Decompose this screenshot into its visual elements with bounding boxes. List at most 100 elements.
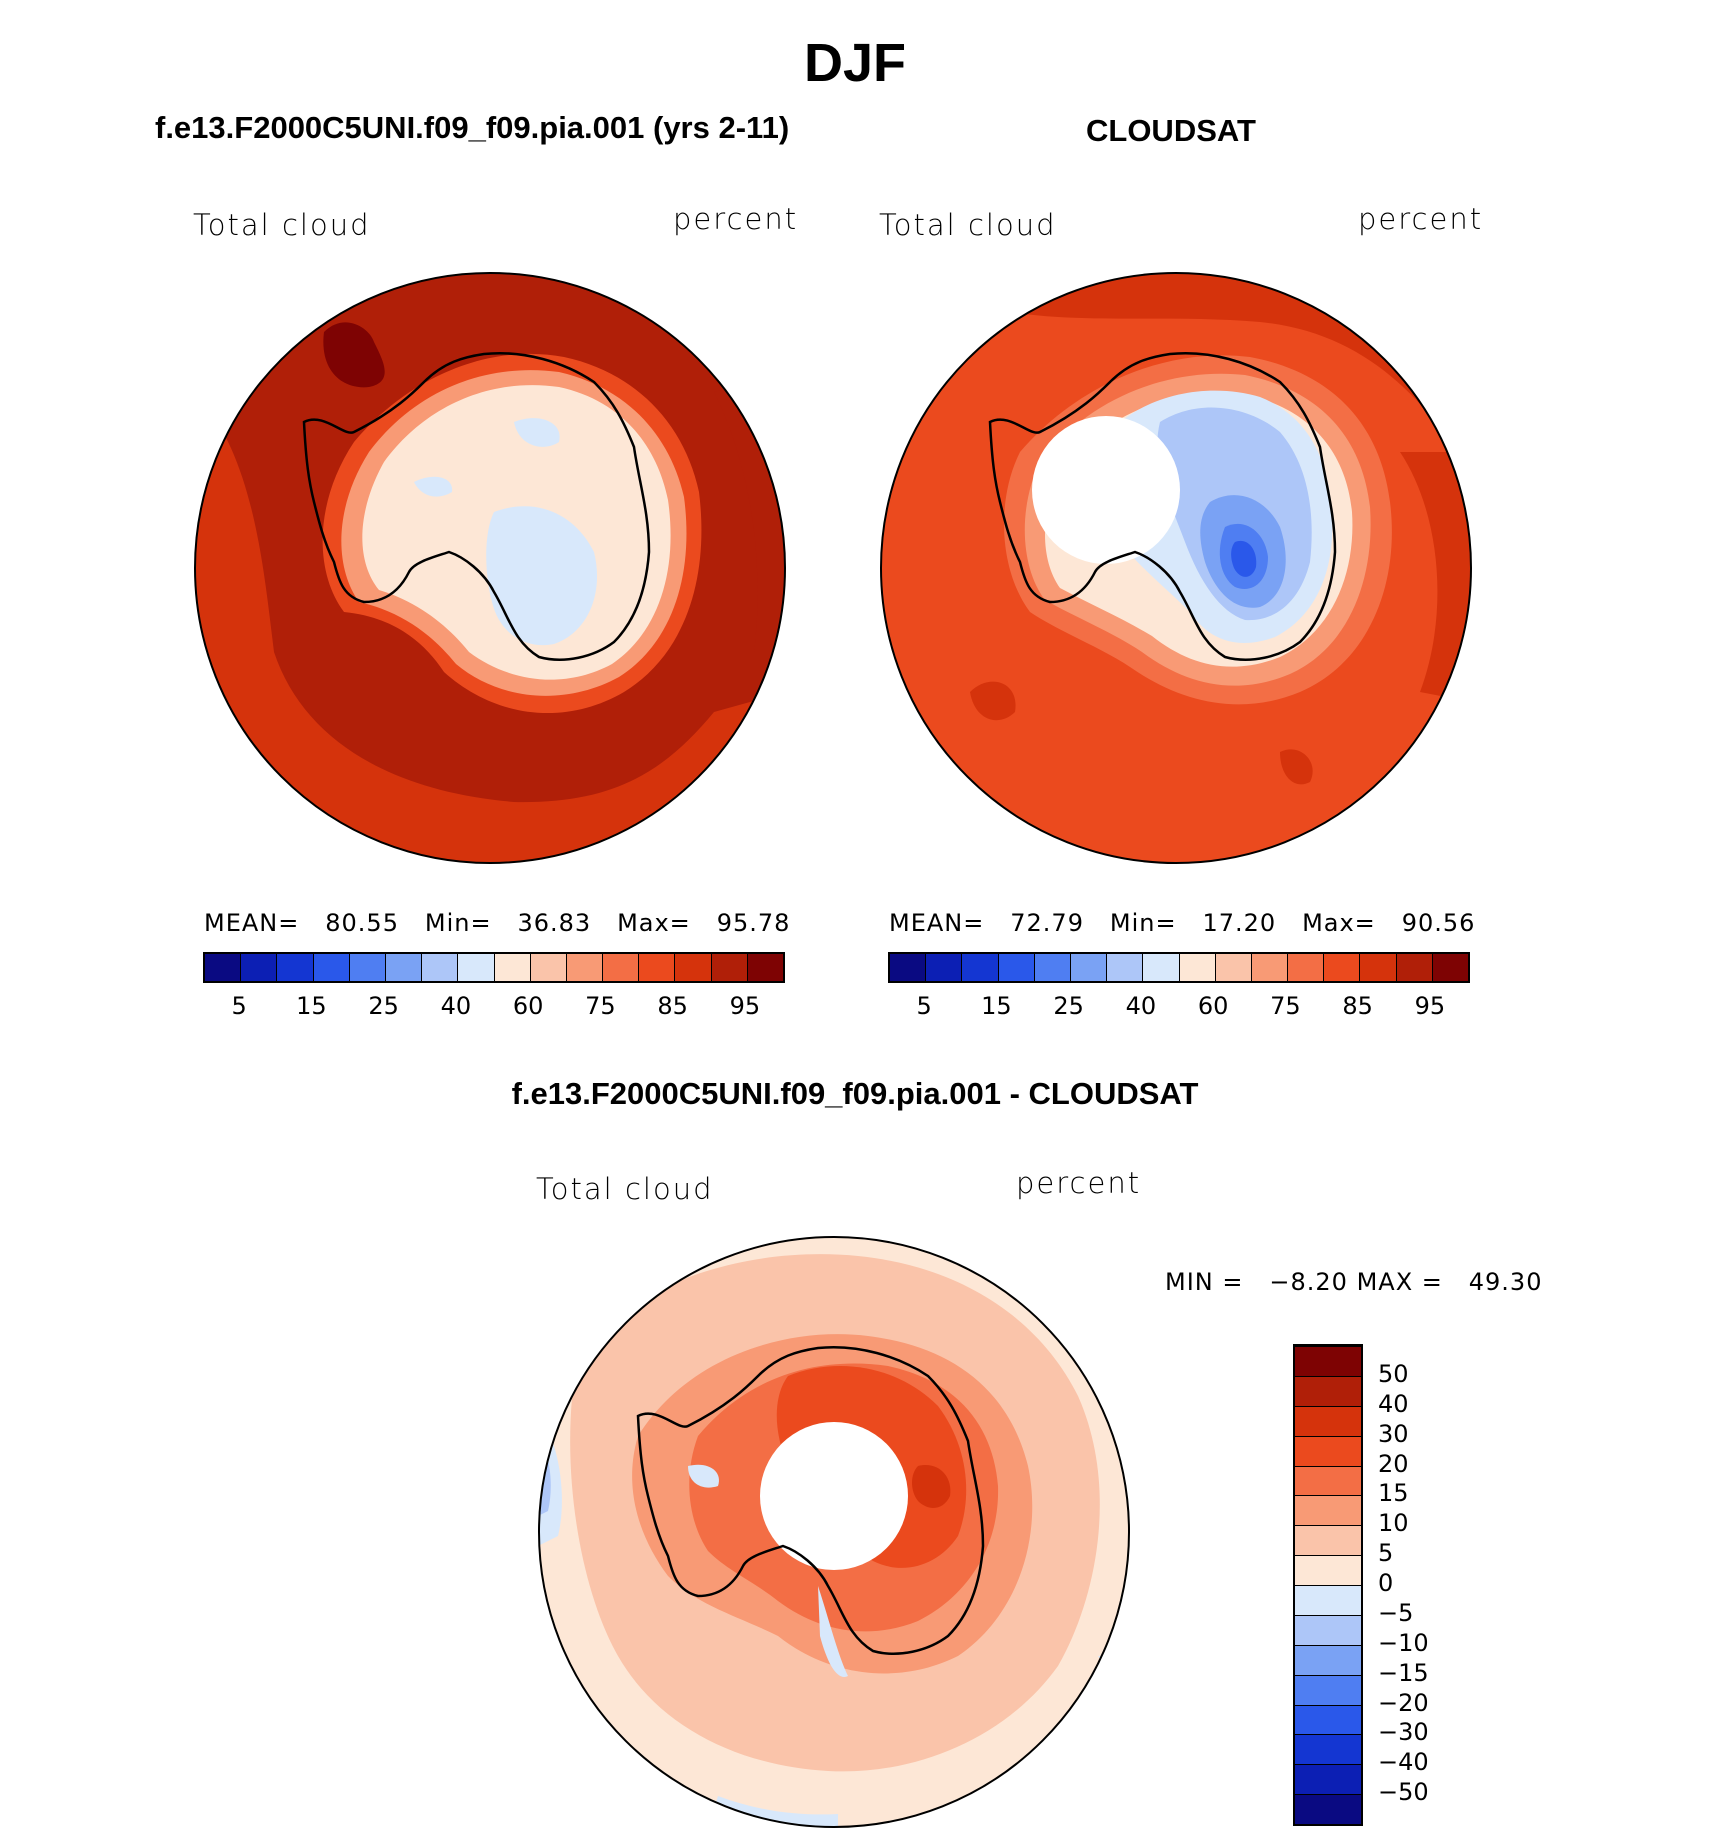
panel1-max-value: 95.78 [716, 909, 791, 937]
panel2-stats: MEAN= 72.79 Min= 17.20 Max= 90.56 [889, 909, 1475, 937]
diff-colorbar-tick-label: 15 [1378, 1479, 1409, 1508]
panel1-maroon-patch [323, 322, 385, 388]
panel2-mean-value: 72.79 [1010, 909, 1084, 937]
panel1-colorbar-swatch [205, 954, 242, 981]
panel2-title: CLOUDSAT [1086, 113, 1256, 148]
panel1-interior-low-2 [514, 418, 560, 447]
panel2-polar-map [880, 272, 1472, 864]
diff-colorbar-swatch [1295, 1674, 1361, 1705]
panel2-coastline [988, 352, 1337, 661]
panel1-colorbar-swatch [639, 954, 676, 981]
diff-min-label: MIN = [1165, 1268, 1244, 1296]
panel2-red-blob-1 [970, 681, 1016, 721]
panel2-colorbar-swatch [1107, 954, 1144, 981]
panel1-colorbar-tick-label: 95 [729, 992, 761, 1020]
panel2-min-label: Min= [1109, 909, 1177, 937]
diff-colorbar-swatch [1295, 1555, 1361, 1585]
diff-colorbar-tick-label: −20 [1378, 1688, 1429, 1717]
diff-inner-red [912, 1465, 951, 1508]
diff-colorbar-swatch [1295, 1435, 1361, 1466]
diff-colorbar-tick-label: 30 [1378, 1419, 1409, 1448]
panel1-stats: MEAN= 80.55 Min= 36.83 Max= 95.78 [204, 909, 790, 937]
panel2-max-value: 90.56 [1401, 909, 1476, 937]
panel1-colorbar-swatch [422, 954, 459, 981]
panel1-colorbar-tick-label: 60 [512, 992, 544, 1020]
diff-colorbar-swatch [1295, 1375, 1361, 1406]
panel1-colorbar-swatch [494, 954, 531, 981]
diff-missing-data-hole [760, 1422, 908, 1570]
panel2-colorbar-swatch [1070, 954, 1108, 981]
panel1-max-label: Max= [617, 909, 691, 937]
diff-colorbar-tick-label: −30 [1378, 1718, 1429, 1747]
panel2-colorbar-tick-label: 40 [1125, 992, 1157, 1020]
diff-units-label: percent [1016, 1166, 1142, 1200]
panel1-colorbar-swatch [530, 954, 567, 981]
panel2-colorbar-swatch [890, 954, 927, 981]
panel2-colorbar-swatch [962, 954, 999, 981]
panel1-colorbar-swatch [675, 954, 712, 981]
panel1-colorbar-swatch [711, 954, 748, 981]
panel1-colorbar-tick-label: 15 [296, 992, 327, 1020]
panel2-interior-deepest [1231, 540, 1257, 577]
panel1-colorbar-swatch [385, 954, 423, 981]
panel1-colorbar-swatch [349, 954, 386, 981]
diff-left-pale [688, 1464, 719, 1488]
diff-colorbar-swatch [1295, 1495, 1361, 1526]
figure-title: DJF [803, 33, 906, 93]
panel1-min-label: Min= [424, 909, 492, 937]
panel2-colorbar [888, 952, 1470, 983]
panel1-colorbar-swatch [277, 954, 314, 981]
panel2-colorbar-swatch [1288, 954, 1325, 981]
panel1-min-value: 36.83 [517, 909, 592, 937]
panel1-colorbar-tick-label: 5 [231, 992, 247, 1020]
panel1-colorbar [203, 952, 785, 983]
panel2-colorbar-swatch [1360, 954, 1397, 981]
panel1-interior-low-3 [414, 476, 453, 497]
panel1-mean-label: MEAN= [204, 909, 300, 937]
panel2-red-band-north [881, 273, 1471, 472]
diff-colorbar [1293, 1344, 1363, 1826]
panel1-variable-label: Total cloud [193, 208, 371, 242]
panel2-colorbar-swatch [1179, 954, 1216, 981]
panel2-mean-label: MEAN= [889, 909, 985, 937]
panel2-red-band-east [1400, 452, 1471, 702]
panel2-colorbar-swatch [998, 954, 1035, 981]
panel1-colorbar-tick-label: 75 [585, 992, 616, 1020]
diff-panel-title: f.e13.F2000C5UNI.f09_f09.pia.001 - CLOUD… [511, 1076, 1199, 1111]
diff-colorbar-swatch [1295, 1585, 1361, 1615]
panel2-colorbar-tick-label: 85 [1342, 992, 1373, 1020]
panel1-colorbar-tick-label: 25 [368, 992, 399, 1020]
diff-colorbar-tick-label: 50 [1378, 1359, 1409, 1388]
panel2-colorbar-swatch [1034, 954, 1071, 981]
diff-colorbar-swatch [1295, 1525, 1361, 1556]
panel2-colorbar-swatch [1432, 954, 1468, 981]
panel2-colorbar-tick-label: 95 [1414, 992, 1446, 1020]
panel2-colorbar-swatch [1143, 954, 1180, 981]
diff-colorbar-swatch [1295, 1405, 1361, 1436]
diff-colorbar-swatch [1295, 1734, 1361, 1765]
panel1-colorbar-tick-label: 85 [657, 992, 688, 1020]
diff-colorbar-swatch [1295, 1465, 1361, 1496]
panel1-interior-low [486, 506, 598, 646]
diff-max-label: MAX = [1356, 1268, 1443, 1296]
diff-colorbar-tick-label: −15 [1378, 1658, 1429, 1687]
diff-colorbar-tick-label: 0 [1378, 1569, 1394, 1597]
diff-polar-map [538, 1236, 1130, 1828]
panel1-units-label: percent [673, 202, 799, 236]
diff-coastline [636, 1346, 985, 1655]
diff-colorbar-swatch [1295, 1346, 1361, 1376]
panel1-colorbar-swatch [747, 954, 783, 981]
panel2-missing-data-hole [1032, 416, 1180, 564]
panel2-colorbar-swatch [1396, 954, 1433, 981]
panel1-mean-value: 80.55 [325, 909, 399, 937]
panel1-coastline [302, 352, 651, 661]
panel2-colorbar-tick-label: 5 [916, 992, 932, 1020]
diff-colorbar-tick-label: −40 [1378, 1748, 1429, 1777]
diff-wedge-pale [818, 1586, 848, 1677]
panel1-colorbar-swatch [566, 954, 604, 981]
panel2-max-label: Max= [1302, 909, 1376, 937]
panel1-colorbar-swatch [603, 954, 640, 981]
panel2-min-value: 17.20 [1202, 909, 1277, 937]
diff-max-value: 49.30 [1468, 1268, 1543, 1296]
diff-east-blue [1098, 1656, 1129, 1736]
